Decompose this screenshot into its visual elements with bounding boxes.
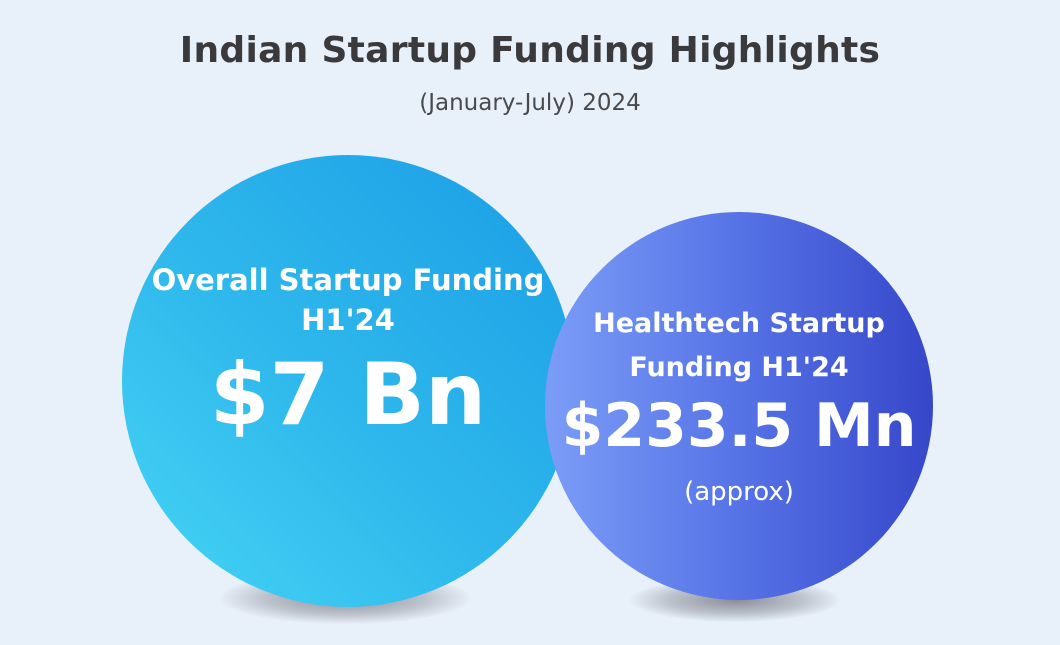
healthtech-funding-value: $233.5 Mn	[561, 391, 917, 461]
page-subtitle: (January-July) 2024	[419, 90, 641, 116]
healthtech-funding-note: (approx)	[684, 477, 794, 507]
healthtech-funding-label: Healthtech Startup Funding H1'24	[545, 302, 933, 390]
overall-funding-label: Overall Startup Funding H1'24	[122, 260, 574, 340]
page-title: Indian Startup Funding Highlights	[179, 30, 881, 71]
overall-funding-value: $7 Bn	[209, 345, 487, 445]
overall-funding-label-line1: Overall Startup Funding	[151, 263, 545, 297]
overall-funding-label-line2: H1'24	[301, 303, 395, 337]
healthtech-funding-circle: Healthtech Startup Funding H1'24 $233.5 …	[545, 212, 933, 600]
healthtech-funding-label-line2: Funding H1'24	[629, 352, 849, 383]
overall-funding-circle: Overall Startup Funding H1'24 $7 Bn	[122, 155, 574, 607]
healthtech-funding-label-line1: Healthtech Startup	[593, 308, 885, 339]
